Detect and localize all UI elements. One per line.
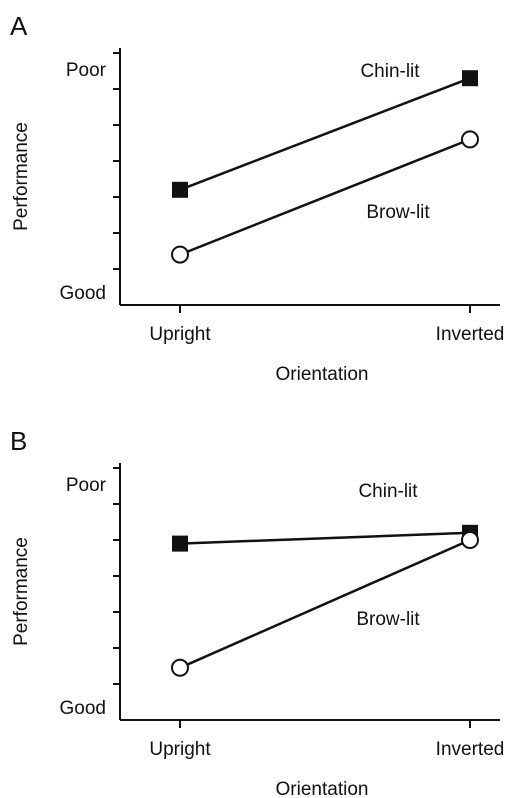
series-label: Chin-lit	[360, 61, 420, 82]
marker	[461, 531, 479, 549]
x-tick-label: Upright	[149, 324, 211, 345]
series-line	[179, 77, 471, 191]
marker	[172, 535, 188, 552]
y-tick-label: Good	[60, 698, 106, 719]
x-axis-label: Orientation	[276, 364, 369, 385]
x-axis-label: Orientation	[276, 779, 369, 798]
marker	[171, 658, 189, 677]
marker	[461, 130, 479, 149]
series-line	[179, 138, 471, 256]
x-tick-label: Inverted	[436, 324, 505, 345]
y-tick-label: Poor	[66, 60, 107, 81]
marker	[171, 245, 189, 264]
x-tick-label: Upright	[149, 739, 211, 760]
y-axis-label: Performance	[11, 122, 32, 231]
series-label: Chin-lit	[358, 481, 418, 502]
y-tick-label: Poor	[66, 475, 107, 496]
series-line	[179, 531, 471, 545]
panel-label: A	[10, 11, 28, 41]
panel-label: B	[10, 426, 27, 456]
series-label: Brow-lit	[366, 202, 430, 223]
marker	[462, 70, 478, 87]
marker	[172, 181, 188, 198]
y-axis-label: Performance	[11, 537, 32, 646]
series-line	[179, 538, 471, 669]
x-tick-label: Inverted	[436, 739, 505, 760]
y-tick-label: Good	[60, 283, 106, 304]
series-label: Brow-lit	[356, 609, 420, 630]
